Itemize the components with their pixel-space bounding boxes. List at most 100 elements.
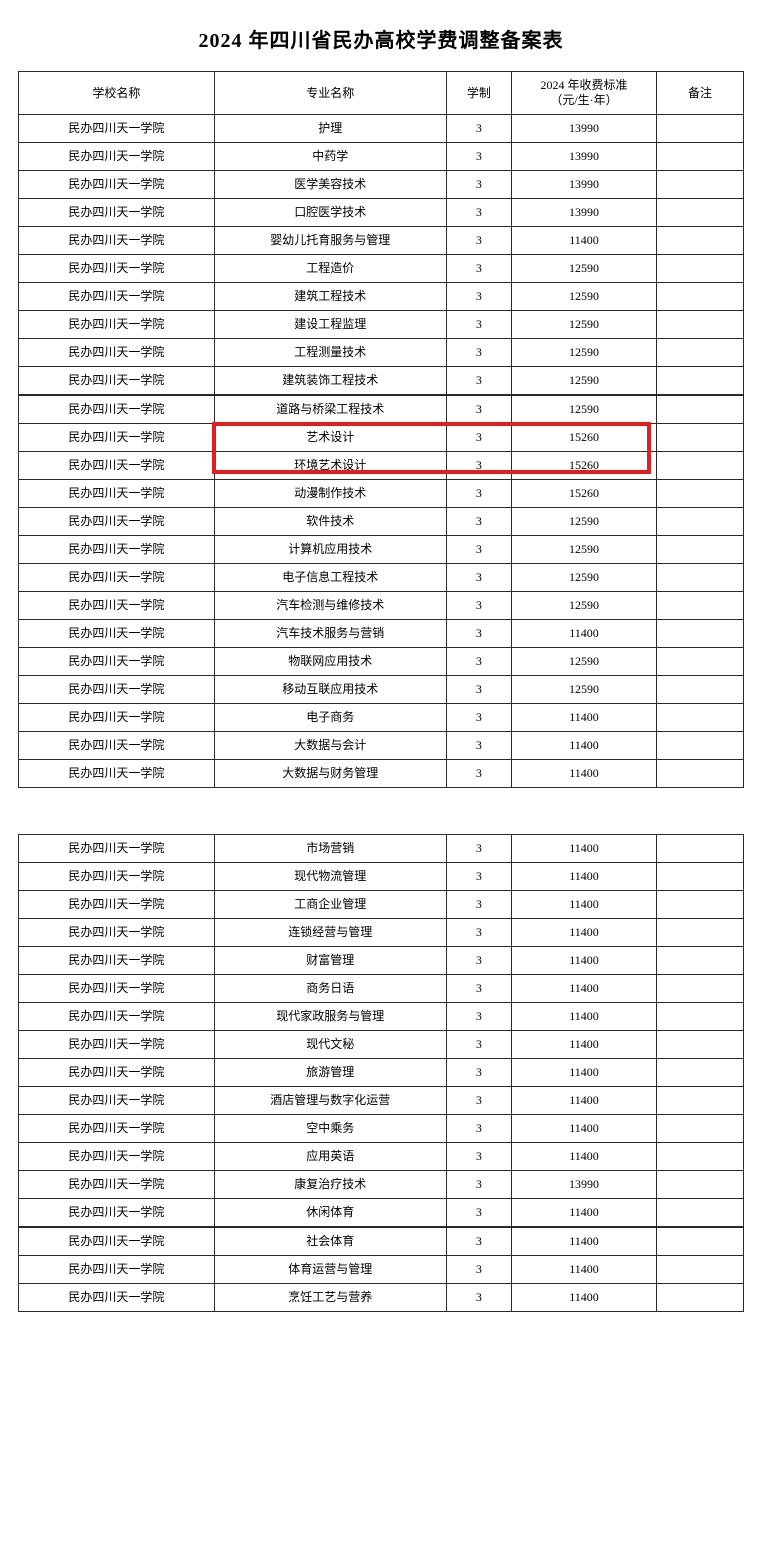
table-row: 民办四川天一学院连锁经营与管理311400 [19, 919, 744, 947]
cell-note [657, 339, 744, 367]
cell-fee: 12590 [512, 564, 657, 592]
cell-years: 3 [446, 1171, 511, 1199]
cell-note [657, 1115, 744, 1143]
cell-note [657, 1143, 744, 1171]
cell-school: 民办四川天一学院 [19, 1143, 215, 1171]
cell-school: 民办四川天一学院 [19, 115, 215, 143]
fee-table: 民办四川天一学院社会体育311400民办四川天一学院体育运营与管理311400民… [18, 1227, 744, 1312]
cell-years: 3 [446, 732, 511, 760]
cell-fee: 12590 [512, 508, 657, 536]
cell-years: 3 [446, 592, 511, 620]
col-school: 学校名称 [19, 72, 215, 115]
cell-note [657, 1087, 744, 1115]
cell-fee: 12590 [512, 367, 657, 395]
cell-fee: 11400 [512, 975, 657, 1003]
table-row: 民办四川天一学院现代文秘311400 [19, 1031, 744, 1059]
cell-major: 物联网应用技术 [214, 648, 446, 676]
cell-school: 民办四川天一学院 [19, 648, 215, 676]
cell-years: 3 [446, 1228, 511, 1256]
cell-major: 康复治疗技术 [214, 1171, 446, 1199]
cell-school: 民办四川天一学院 [19, 1115, 215, 1143]
cell-note [657, 255, 744, 283]
cell-fee: 15260 [512, 424, 657, 452]
cell-fee: 11400 [512, 1115, 657, 1143]
cell-fee: 11400 [512, 1087, 657, 1115]
cell-years: 3 [446, 480, 511, 508]
cell-fee: 12590 [512, 648, 657, 676]
table-header-row: 学校名称专业名称学制2024 年收费标准（元/生·年）备注 [19, 72, 744, 115]
table-row: 民办四川天一学院商务日语311400 [19, 975, 744, 1003]
cell-fee: 11400 [512, 760, 657, 788]
cell-note [657, 947, 744, 975]
cell-note [657, 452, 744, 480]
cell-years: 3 [446, 891, 511, 919]
cell-years: 3 [446, 975, 511, 1003]
table-row: 民办四川天一学院大数据与会计311400 [19, 732, 744, 760]
cell-fee: 11400 [512, 1031, 657, 1059]
cell-years: 3 [446, 704, 511, 732]
cell-years: 3 [446, 620, 511, 648]
cell-years: 3 [446, 760, 511, 788]
cell-school: 民办四川天一学院 [19, 508, 215, 536]
cell-note [657, 676, 744, 704]
cell-note [657, 975, 744, 1003]
cell-fee: 11400 [512, 919, 657, 947]
cell-note [657, 311, 744, 339]
cell-school: 民办四川天一学院 [19, 367, 215, 395]
table-row: 民办四川天一学院工程测量技术312590 [19, 339, 744, 367]
cell-school: 民办四川天一学院 [19, 480, 215, 508]
table-wrapper: 民办四川天一学院市场营销311400民办四川天一学院现代物流管理311400民办… [18, 834, 744, 1227]
cell-major: 汽车技术服务与营销 [214, 620, 446, 648]
cell-school: 民办四川天一学院 [19, 1171, 215, 1199]
cell-fee: 13990 [512, 171, 657, 199]
cell-school: 民办四川天一学院 [19, 947, 215, 975]
cell-fee: 11400 [512, 1199, 657, 1227]
cell-note [657, 564, 744, 592]
table-row: 民办四川天一学院旅游管理311400 [19, 1059, 744, 1087]
cell-years: 3 [446, 283, 511, 311]
cell-major: 现代物流管理 [214, 863, 446, 891]
cell-years: 3 [446, 1284, 511, 1312]
cell-major: 环境艺术设计 [214, 452, 446, 480]
table-row: 民办四川天一学院婴幼儿托育服务与管理311400 [19, 227, 744, 255]
cell-years: 3 [446, 676, 511, 704]
cell-school: 民办四川天一学院 [19, 1256, 215, 1284]
cell-major: 道路与桥梁工程技术 [214, 396, 446, 424]
cell-major: 建设工程监理 [214, 311, 446, 339]
cell-school: 民办四川天一学院 [19, 452, 215, 480]
table-row: 民办四川天一学院烹饪工艺与营养311400 [19, 1284, 744, 1312]
cell-note [657, 227, 744, 255]
cell-years: 3 [446, 199, 511, 227]
cell-fee: 11400 [512, 1256, 657, 1284]
cell-major: 口腔医学技术 [214, 199, 446, 227]
cell-note [657, 480, 744, 508]
table-row: 民办四川天一学院社会体育311400 [19, 1228, 744, 1256]
cell-note [657, 1228, 744, 1256]
cell-major: 汽车检测与维修技术 [214, 592, 446, 620]
cell-major: 旅游管理 [214, 1059, 446, 1087]
cell-major: 连锁经营与管理 [214, 919, 446, 947]
cell-major: 建筑装饰工程技术 [214, 367, 446, 395]
cell-years: 3 [446, 564, 511, 592]
fee-table: 民办四川天一学院市场营销311400民办四川天一学院现代物流管理311400民办… [18, 834, 744, 1227]
cell-years: 3 [446, 947, 511, 975]
cell-major: 中药学 [214, 143, 446, 171]
cell-major: 现代文秘 [214, 1031, 446, 1059]
table-row: 民办四川天一学院建筑装饰工程技术312590 [19, 367, 744, 395]
cell-fee: 11400 [512, 704, 657, 732]
table-row: 民办四川天一学院工程造价312590 [19, 255, 744, 283]
cell-fee: 11400 [512, 1228, 657, 1256]
cell-school: 民办四川天一学院 [19, 704, 215, 732]
cell-major: 工商企业管理 [214, 891, 446, 919]
cell-major: 医学美容技术 [214, 171, 446, 199]
cell-school: 民办四川天一学院 [19, 227, 215, 255]
cell-fee: 13990 [512, 1171, 657, 1199]
cell-school: 民办四川天一学院 [19, 975, 215, 1003]
cell-major: 艺术设计 [214, 424, 446, 452]
cell-years: 3 [446, 1059, 511, 1087]
table-row: 民办四川天一学院电子商务311400 [19, 704, 744, 732]
cell-school: 民办四川天一学院 [19, 311, 215, 339]
cell-note [657, 1199, 744, 1227]
cell-major: 应用英语 [214, 1143, 446, 1171]
cell-note [657, 115, 744, 143]
